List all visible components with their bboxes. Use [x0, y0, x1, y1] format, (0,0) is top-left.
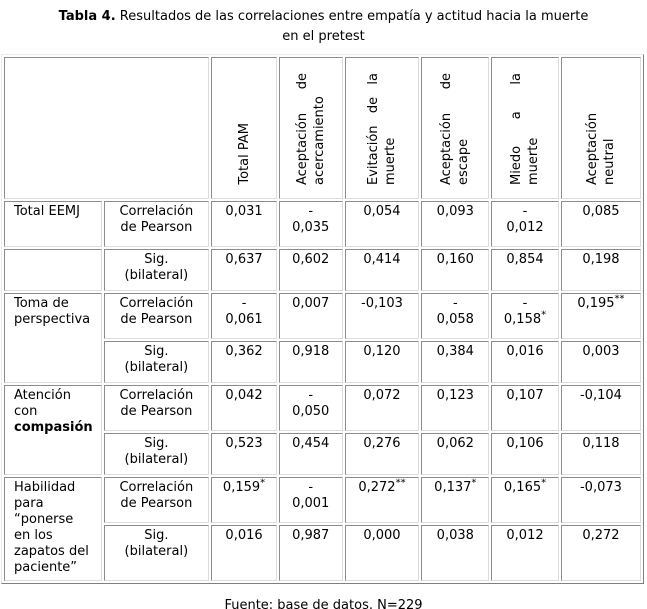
col-header-aceptacion-neutral: Aceptación neutral: [560, 57, 641, 199]
sig-value-cell: 0,118: [560, 433, 641, 475]
pearson-value-cell: 0,072: [344, 385, 420, 431]
row-label-total-eemj: Total EEMJ: [4, 201, 102, 247]
pearson-value-cell: 0,159*: [211, 477, 277, 523]
pearson-value-cell: 0,093: [421, 201, 490, 247]
pearson-value-cell: - 0,001: [278, 477, 343, 523]
sig-value-cell: 0,987: [278, 525, 343, 581]
pearson-value-cell: 0,007: [278, 293, 343, 339]
pearson-value-cell: 0,123: [421, 385, 490, 431]
table-number: Tabla 4.: [58, 9, 116, 24]
col-header-total-pam: Total PAM: [211, 57, 277, 199]
sig-value-cell: 0,120: [344, 341, 420, 383]
row-label-habilidad: Habilidad para “ponerse en los zapatos d…: [4, 477, 102, 581]
pearson-value-cell: - 0,061: [211, 293, 277, 339]
sig-value-cell: 0,003: [560, 341, 641, 383]
sig-value-cell: 0,918: [278, 341, 343, 383]
pearson-value-cell: 0,165*: [491, 477, 559, 523]
col-header-miedo-muerte: Miedo a la muerte: [491, 57, 559, 199]
pearson-value-cell: - 0,035: [278, 201, 343, 247]
pearson-value-cell: 0,137*: [421, 477, 490, 523]
corner-cell: [4, 57, 210, 199]
stat-label-pearson: Correlación de Pearson: [103, 385, 210, 431]
sig-value-cell: 0,062: [421, 433, 490, 475]
col-header-aceptacion-escape: Aceptación de escape: [421, 57, 490, 199]
col-header-label: Aceptación neutral: [584, 112, 617, 185]
sig-value-cell: 0,602: [278, 249, 343, 291]
table-title-line2: en el pretest: [282, 29, 365, 44]
pearson-row-total-eemj: Total EEMJ Correlación de Pearson 0,031 …: [4, 201, 641, 247]
stat-label-pearson: Correlación de Pearson: [103, 293, 210, 339]
pearson-value-cell: -0,103: [344, 293, 420, 339]
sig-value-cell: 0,637: [211, 249, 277, 291]
pearson-row-toma-perspectiva: Toma de perspectiva Correlación de Pears…: [4, 293, 641, 383]
pearson-value-cell: -0,073: [560, 477, 641, 523]
sig-value-cell: 0,106: [491, 433, 559, 475]
sig-value-cell: 0,384: [421, 341, 490, 383]
row-label-toma-perspectiva: Toma de perspectiva: [4, 293, 102, 383]
col-header-label: Miedo a la muerte: [509, 73, 542, 185]
pearson-value-cell: 0,195**: [560, 293, 641, 339]
table-footer: Fuente: base de datos. N=229 *. La corre…: [0, 597, 647, 609]
sig-value-cell: 0,016: [491, 341, 559, 383]
sig-value-cell: 0,272: [560, 525, 641, 581]
col-header-aceptacion-acercamiento: Aceptación de acercamiento: [278, 57, 343, 199]
pearson-value-cell: - 0,012: [491, 201, 559, 247]
stat-label-sig: Sig. (bilateral): [103, 433, 210, 475]
sig-value-cell: 0,000: [344, 525, 420, 581]
sig-value-cell: 0,362: [211, 341, 277, 383]
row-label-empty: [4, 249, 102, 291]
sig-value-cell: 0,454: [278, 433, 343, 475]
pearson-value-cell: - 0,158*: [491, 293, 559, 339]
sig-value-cell: 0,854: [491, 249, 559, 291]
stat-label-sig: Sig. (bilateral): [103, 341, 210, 383]
pearson-value-cell: 0,272**: [344, 477, 420, 523]
col-header-label: Evitación de la muerte: [365, 73, 398, 185]
col-header-label: Aceptación de acercamiento: [294, 73, 327, 185]
sig-value-cell: 0,198: [560, 249, 641, 291]
pearson-value-cell: 0,042: [211, 385, 277, 431]
col-header-evitacion-muerte: Evitación de la muerte: [344, 57, 420, 199]
pearson-value-cell: 0,031: [211, 201, 277, 247]
pearson-value-cell: 0,085: [560, 201, 641, 247]
sig-row-toma-perspectiva: Sig. (bilateral) 0,362 0,918 0,120 0,384…: [4, 341, 641, 383]
table-title-line1: Tabla 4. Resultados de las correlaciones…: [0, 7, 647, 27]
sig-row-total-eemj: Sig. (bilateral) 0,637 0,602 0,414 0,160…: [4, 249, 641, 291]
sig-value-cell: 0,016: [211, 525, 277, 581]
sig-value-cell: 0,276: [344, 433, 420, 475]
stat-label-sig: Sig. (bilateral): [103, 249, 210, 291]
sig-value-cell: 0,038: [421, 525, 490, 581]
footer-source: Fuente: base de datos. N=229: [224, 598, 423, 609]
correlation-table: Total PAM Aceptación de acercamiento Evi…: [1, 54, 644, 584]
stat-label-pearson: Correlación de Pearson: [103, 201, 210, 247]
sig-row-atencion-compasion: Sig. (bilateral) 0,523 0,454 0,276 0,062…: [4, 433, 641, 475]
pearson-row-habilidad: Habilidad para “ponerse en los zapatos d…: [4, 477, 641, 581]
stat-label-sig: Sig. (bilateral): [103, 525, 210, 581]
col-header-label: Total PAM: [236, 123, 252, 185]
sig-row-habilidad: Sig. (bilateral) 0,016 0,987 0,000 0,038…: [4, 525, 641, 581]
pearson-value-cell: 0,054: [344, 201, 420, 247]
pearson-value-cell: -0,104: [560, 385, 641, 431]
pearson-value-cell: - 0,050: [278, 385, 343, 431]
sig-value-cell: 0,160: [421, 249, 490, 291]
pearson-value-cell: - 0,058: [421, 293, 490, 339]
table-title-text: Resultados de las correlaciones entre em…: [115, 9, 589, 24]
header-row: Total PAM Aceptación de acercamiento Evi…: [4, 57, 641, 199]
pearson-row-atencion-compasion: Atención con compasión Correlación de Pe…: [4, 385, 641, 475]
col-header-label: Aceptación de escape: [439, 73, 472, 185]
row-label-atencion-compasion: Atención con compasión: [4, 385, 102, 475]
table-title: Tabla 4. Resultados de las correlaciones…: [0, 0, 647, 47]
sig-value-cell: 0,012: [491, 525, 559, 581]
sig-value-cell: 0,523: [211, 433, 277, 475]
sig-value-cell: 0,414: [344, 249, 420, 291]
pearson-value-cell: 0,107: [491, 385, 559, 431]
stat-label-pearson: Correlación de Pearson: [103, 477, 210, 523]
